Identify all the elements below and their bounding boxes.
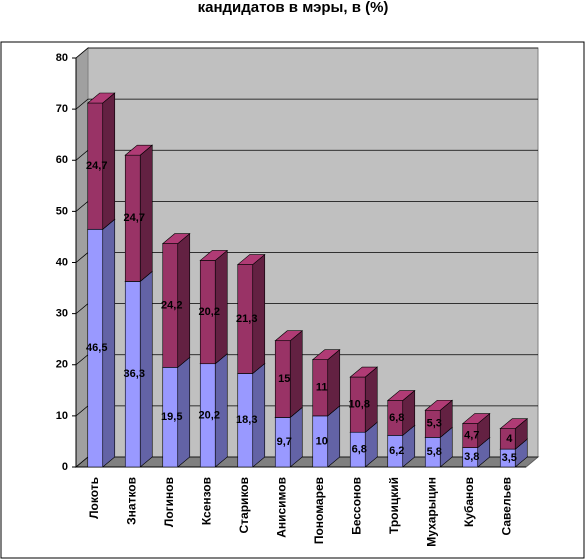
- bar-side: [327, 348, 341, 417]
- bar-side: [289, 330, 303, 419]
- bar-segment: [199, 249, 229, 365]
- y-tick-label: 0: [62, 461, 68, 473]
- bar-top: [349, 366, 379, 378]
- data-label: 6,2: [389, 445, 404, 457]
- bar-top: [424, 399, 454, 411]
- y-tick-label: 20: [56, 359, 68, 371]
- data-label: 10: [316, 435, 328, 447]
- chart-title: кандидатов в мэры, в (%): [198, 0, 389, 16]
- x-tick-label: Троицкий: [387, 477, 401, 534]
- bar-segment: [349, 366, 379, 433]
- grid-line: [75, 47, 538, 59]
- x-tick-label: Анисимов: [274, 477, 288, 538]
- data-label: 15: [278, 373, 290, 385]
- bar-segment: [461, 412, 491, 449]
- bar-segment: [424, 399, 454, 438]
- y-tick-label: 40: [56, 256, 68, 268]
- bar-top: [311, 349, 341, 360]
- bar-segment: [199, 353, 229, 468]
- data-label: 18,3: [236, 414, 257, 426]
- bar-top: [236, 254, 266, 265]
- bar-segment: [311, 348, 341, 417]
- bar-top: [274, 330, 304, 342]
- x-tick-label: Локоть: [87, 477, 101, 519]
- bar-segment: [499, 418, 529, 450]
- data-label: 20,2: [199, 409, 220, 421]
- chart-border: [0, 41, 585, 559]
- y-tick-label: 70: [56, 103, 68, 115]
- x-tick-label: Кубанов: [462, 477, 476, 527]
- data-label: 21,3: [236, 313, 257, 325]
- x-tick-label: Мухарыцин: [424, 477, 438, 547]
- y-tick-label: 30: [56, 308, 68, 320]
- data-label: 5,8: [427, 446, 442, 458]
- bar-segment: [124, 144, 154, 283]
- x-tick-label: Знатков: [124, 477, 138, 525]
- x-tick-label: Стариков: [237, 477, 251, 533]
- bar-segment: [311, 405, 341, 468]
- x-tick-label: Ксензов: [199, 477, 213, 525]
- data-label: 24,7: [86, 160, 107, 172]
- bar-segment: [161, 232, 191, 368]
- x-tick-label: Бессонов: [349, 477, 363, 535]
- bar-top: [386, 390, 416, 401]
- data-label: 19,5: [161, 411, 182, 423]
- bar-top: [161, 233, 191, 244]
- data-label: 24,2: [161, 299, 182, 311]
- data-label: 11: [316, 382, 328, 394]
- bar-top: [499, 418, 529, 429]
- data-label: 3,8: [464, 451, 479, 463]
- x-tick-label: Логинов: [162, 477, 176, 527]
- bar-side: [327, 405, 341, 468]
- bar-top: [199, 250, 229, 261]
- data-label: 36,3: [124, 368, 145, 380]
- bar-segment: [386, 389, 416, 436]
- bar-segment: [161, 356, 191, 468]
- y-tick-label: 60: [56, 154, 68, 166]
- data-label: 46,5: [86, 342, 107, 354]
- data-label: 24,7: [124, 212, 145, 224]
- y-tick-label: 10: [56, 410, 68, 422]
- y-tick-label: 50: [56, 205, 68, 217]
- bar-segment: [274, 330, 304, 419]
- bar-top: [86, 92, 116, 104]
- bar-segment: [236, 253, 266, 375]
- grid-line: [75, 98, 538, 110]
- bar-top: [461, 413, 491, 424]
- data-label: 3,5: [502, 452, 517, 464]
- data-label: 20,2: [199, 306, 220, 318]
- x-tick-label: Пономарев: [312, 477, 326, 544]
- data-label: 6,8: [389, 412, 404, 424]
- y-tick-label: 80: [56, 52, 68, 64]
- data-label: 9,7: [277, 436, 292, 448]
- data-label: 4: [506, 433, 513, 445]
- bar-segment: [86, 218, 116, 468]
- bar-side: [289, 406, 303, 468]
- bar-segment: [236, 362, 266, 468]
- x-tick-label: Савельев: [499, 477, 513, 535]
- data-label: 5,3: [427, 418, 442, 430]
- data-label: 10,8: [349, 399, 370, 411]
- data-label: 6,8: [352, 444, 367, 456]
- data-label: 4,7: [464, 429, 479, 441]
- bar-top: [124, 144, 154, 156]
- bar-segment: [86, 92, 116, 230]
